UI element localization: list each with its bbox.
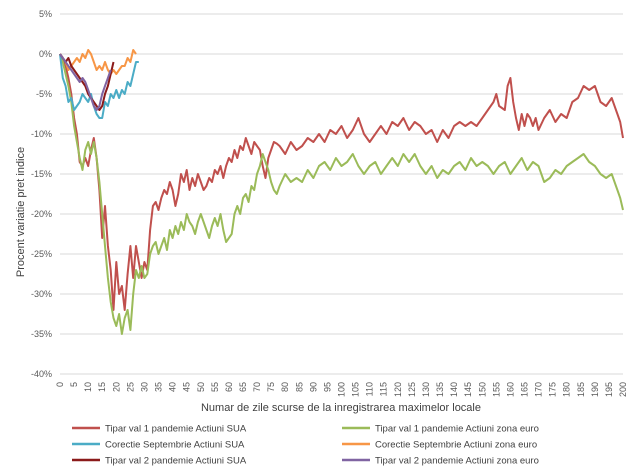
y-axis-title: Procent variatie pret indice	[15, 147, 27, 277]
x-tick-label: 185	[576, 382, 586, 397]
legend-label-1: Tipar val 1 pandemie Actiuni SUA	[105, 424, 247, 435]
y-axis-ticks: 5% 0% -5% -10% -15% -20% -25% -30% -35% -40%	[31, 9, 52, 379]
x-tick-label: 195	[604, 382, 614, 397]
y-tick-label: 0%	[39, 49, 52, 59]
y-tick-label: -25%	[31, 249, 52, 259]
x-tick-label: 5	[69, 382, 79, 387]
x-axis-ticks: 0 5 10 15 20 25 30 35 40 45 50 55 60 65 70 75 80 85 90 95 10…	[55, 382, 628, 397]
x-tick-label: 50	[196, 382, 206, 392]
x-tick-label: 130	[421, 382, 431, 397]
y-tick-label: -10%	[31, 129, 52, 139]
x-tick-label: 125	[407, 382, 417, 397]
x-tick-label: 110	[365, 382, 375, 396]
x-tick-label: 115	[379, 382, 389, 396]
x-tick-label: 55	[210, 382, 220, 392]
legend-label-4: Corectie Septembrie Actiuni zona euro	[375, 440, 537, 451]
y-tick-label: -15%	[31, 169, 52, 179]
x-tick-label: 150	[477, 382, 487, 397]
x-tick-label: 0	[55, 382, 65, 387]
x-tick-label: 175	[548, 382, 558, 397]
series-lines	[59, 49, 624, 335]
x-tick-label: 170	[534, 382, 544, 397]
series-line-4	[59, 49, 137, 75]
x-tick-label: 70	[252, 382, 262, 392]
series-line-3	[59, 53, 139, 119]
y-tick-label: -35%	[31, 329, 52, 339]
x-tick-label: 85	[294, 382, 304, 392]
series-line-6	[59, 53, 112, 111]
x-tick-label: 15	[97, 382, 107, 392]
x-axis-title: Numar de zile scurse de la inregistrarea…	[201, 402, 481, 414]
series-line-2	[59, 53, 624, 335]
legend-label-2: Tipar val 1 pandemie Actiuni zona euro	[375, 424, 539, 435]
x-tick-label: 160	[505, 382, 515, 397]
legend-label-6: Tipar val 2 pandemie Actiuni zona euro	[375, 456, 539, 467]
series-line-5	[59, 53, 115, 111]
x-tick-label: 100	[337, 382, 347, 397]
x-tick-label: 155	[491, 382, 501, 397]
series-line-1	[59, 53, 624, 311]
x-tick-label: 75	[266, 382, 276, 392]
x-tick-label: 35	[154, 382, 164, 392]
legend-label-3: Corectie Septembrie Actiuni SUA	[105, 440, 245, 451]
x-tick-label: 10	[83, 382, 93, 392]
x-tick-label: 140	[449, 382, 459, 397]
y-tick-label: 5%	[39, 9, 52, 19]
x-tick-label: 65	[238, 382, 248, 392]
legend-label-5: Tipar val 2 pandemie Actiuni SUA	[105, 456, 247, 467]
x-tick-label: 105	[351, 382, 361, 397]
y-tick-label: -30%	[31, 289, 52, 299]
x-tick-label: 200	[618, 382, 628, 397]
x-tick-label: 60	[224, 382, 234, 392]
x-tick-label: 135	[435, 382, 445, 397]
legend: Tipar val 1 pandemie Actiuni SUA Tipar va…	[72, 424, 539, 467]
x-tick-label: 95	[322, 382, 332, 392]
x-tick-label: 120	[393, 382, 403, 397]
y-tick-label: -20%	[31, 209, 52, 219]
x-tick-label: 145	[463, 382, 473, 397]
x-tick-label: 180	[562, 382, 572, 397]
gridlines	[60, 13, 623, 375]
y-tick-label: -40%	[31, 369, 52, 379]
x-tick-label: 165	[519, 382, 529, 397]
x-tick-label: 40	[168, 382, 178, 392]
x-tick-label: 90	[308, 382, 318, 392]
x-tick-label: 25	[125, 382, 135, 392]
x-tick-label: 30	[139, 382, 149, 392]
x-tick-label: 20	[111, 382, 121, 392]
x-tick-label: 45	[182, 382, 192, 392]
x-tick-label: 80	[280, 382, 290, 392]
y-tick-label: -5%	[36, 89, 52, 99]
x-tick-label: 190	[590, 382, 600, 397]
